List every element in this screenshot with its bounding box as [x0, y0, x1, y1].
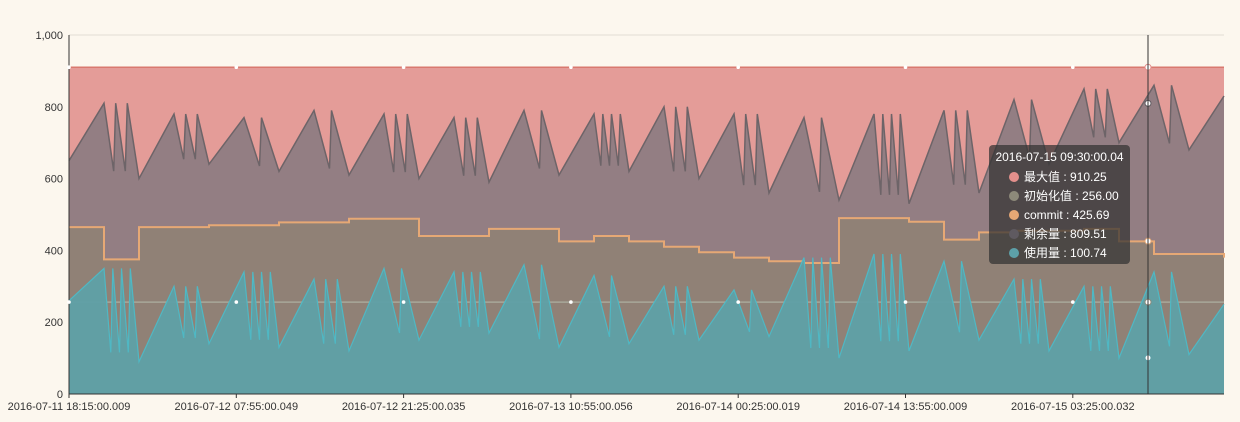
tooltip-label: 使用量	[1024, 246, 1061, 260]
y-tick-label: 200	[45, 317, 63, 329]
tooltip-label: 初始化值	[1024, 189, 1073, 203]
legend-dot-icon	[1009, 191, 1019, 201]
marker-初始化值	[234, 300, 239, 304]
tooltip-row: 使用量 : 100.74	[989, 244, 1130, 263]
marker-初始化值	[736, 300, 740, 304]
axes: 0 200 400 600 800 1,000 2016-07-11 18:15:00.00…	[8, 30, 1224, 413]
x-tick-label: 2016-07-13 10:55:00.056	[509, 401, 633, 413]
y-tick-label: 600	[45, 174, 63, 186]
marker-最大值	[903, 65, 908, 70]
series-areas	[68, 66, 1225, 395]
area-使用量	[69, 254, 1224, 394]
marker-最大值	[234, 65, 239, 70]
tooltip-value: 256.00	[1082, 189, 1119, 203]
tooltip-label: 剩余量	[1024, 227, 1061, 241]
marker-最大值	[401, 65, 406, 70]
legend-dot-icon	[1009, 210, 1019, 220]
line-剩余量	[68, 83, 1225, 204]
legend-dot-icon	[1009, 248, 1019, 258]
x-tick-label: 2016-07-11 18:15:00.009	[8, 401, 131, 413]
x-tick-label: 2016-07-12 21:25:00.035	[342, 401, 466, 413]
legend-dot-icon	[1009, 172, 1019, 182]
tooltip-row: 初始化值 : 256.00	[989, 187, 1130, 206]
marker-初始化值	[401, 300, 406, 304]
legend-dot-icon	[1009, 229, 1019, 239]
tooltip-value: 425.69	[1072, 208, 1110, 222]
tooltip-value: 809.51	[1070, 227, 1107, 241]
y-tick-label: 400	[45, 245, 63, 257]
x-tick-label: 2016-07-14 00:25:00.019	[676, 401, 800, 413]
tooltip-title: 2016-07-15 09:30:00.04	[995, 150, 1124, 164]
line-使用量	[68, 253, 1225, 364]
marker-初始化值	[569, 300, 573, 304]
marker-最大值	[1071, 65, 1075, 70]
tooltip-value: 910.25	[1070, 170, 1107, 184]
tooltip: 2016-07-15 09:30:00.04 最大值 : 910.25 初始化值 …	[989, 145, 1130, 264]
y-tick-label: 0	[57, 389, 63, 401]
x-tick-label: 2016-07-15 03:25:00.032	[1011, 401, 1135, 413]
tooltip-row: 剩余量 : 809.51	[989, 225, 1130, 244]
tooltip-label: commit	[1024, 208, 1063, 222]
marker-最大值	[67, 65, 71, 70]
tooltip-value: 100.74	[1070, 246, 1107, 260]
marker-初始化值	[1071, 300, 1075, 304]
tooltip-row: commit : 425.69	[989, 206, 1130, 225]
marker-初始化值	[903, 300, 908, 304]
tooltip-label: 最大值	[1024, 170, 1061, 184]
marker-最大值	[736, 65, 740, 70]
x-tick-label: 2016-07-12 07:55:00.049	[175, 401, 299, 413]
marker-最大值	[569, 65, 573, 70]
x-tick-label: 2016-07-14 13:55:00.009	[844, 401, 968, 413]
y-tick-label: 1,000	[35, 30, 63, 42]
tooltip-row: 最大值 : 910.25	[989, 168, 1130, 187]
y-tick-label: 800	[45, 102, 63, 114]
marker-初始化值	[67, 300, 71, 304]
